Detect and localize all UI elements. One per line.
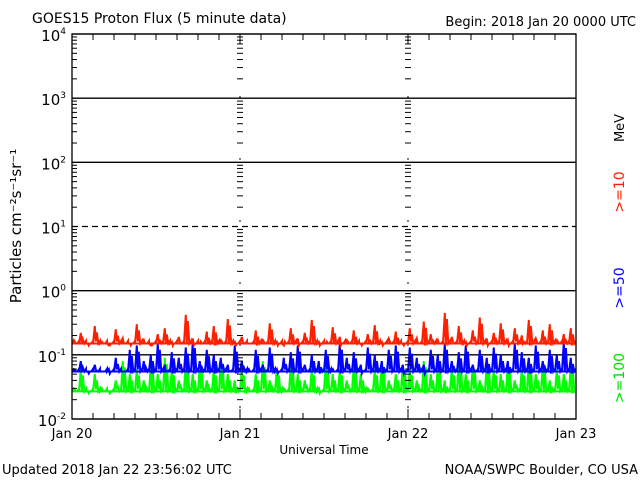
x-tick-label: Jan 22 (387, 427, 429, 442)
y-tick-label: 10-2 (38, 412, 66, 430)
y-tick-label: 100 (41, 284, 66, 302)
footer-updated: Updated 2018 Jan 22 23:56:02 UTC (2, 463, 232, 478)
y-tick-label: 101 (41, 220, 66, 238)
chart-title: GOES15 Proton Flux (5 minute data) (32, 11, 287, 27)
y-tick-label: 103 (41, 91, 66, 109)
chart-begin-time: Begin: 2018 Jan 20 0000 UTC (445, 15, 636, 30)
legend-ge50: >=50 (612, 267, 628, 308)
series-line-ge50 (71, 341, 577, 378)
y-tick-label: 104 (41, 27, 66, 45)
x-axis-label: Universal Time (279, 443, 368, 457)
x-tick-label: Jan 20 (51, 427, 93, 442)
plot-frame (71, 33, 577, 420)
footer-source: NOAA/SWPC Boulder, CO USA (445, 463, 638, 478)
legend-ge10: >=10 (612, 171, 628, 212)
y-tick-label: 102 (41, 155, 66, 173)
energy-unit-label: MeV (613, 114, 628, 142)
y-axis-label: Particles cm⁻²s⁻¹sr⁻¹ (7, 149, 25, 303)
x-tick-label: Jan 23 (555, 427, 597, 442)
legend-ge100: >=100 (612, 353, 628, 403)
x-tick-label: Jan 21 (219, 427, 261, 442)
series-group (71, 312, 577, 397)
series-line-ge10 (71, 312, 577, 350)
y-tick-label: 10-1 (38, 348, 66, 366)
